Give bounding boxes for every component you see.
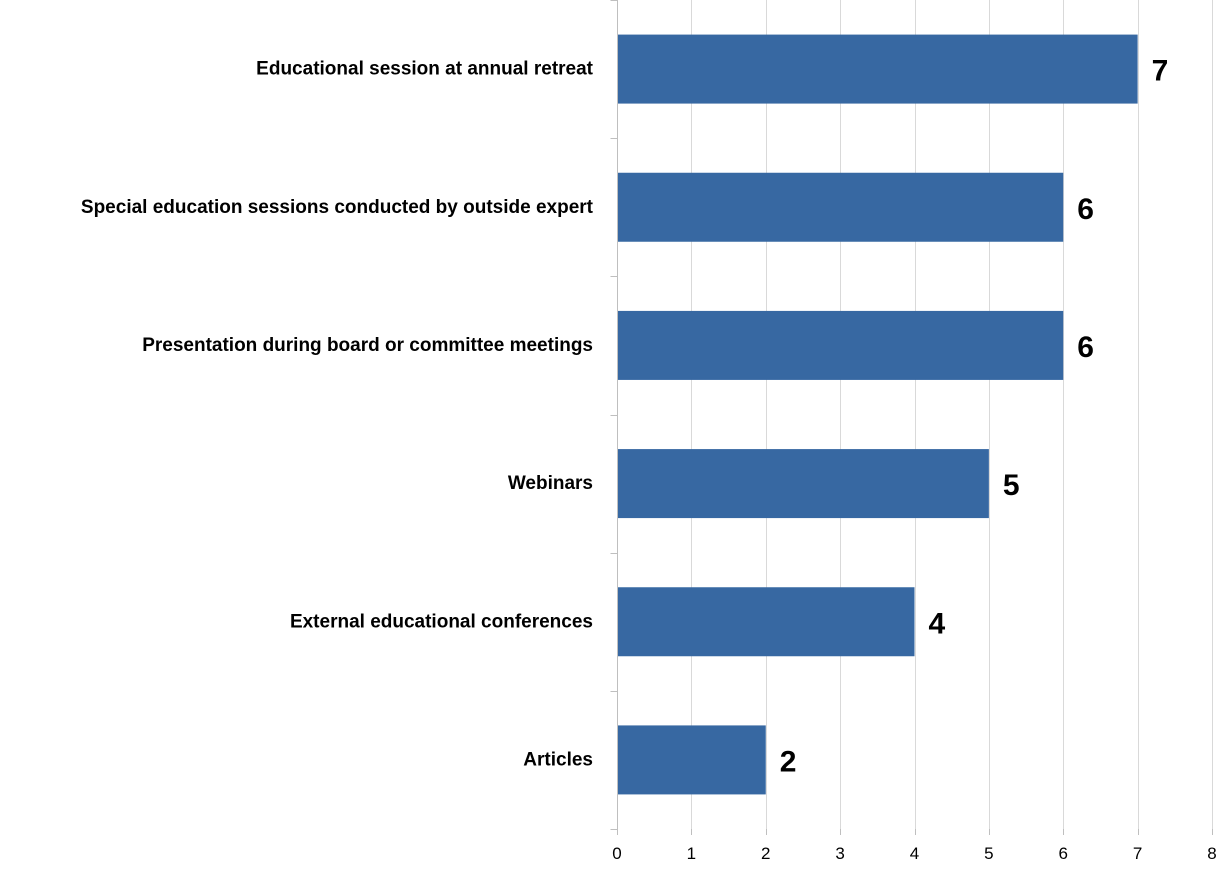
x-tick-label: 0 [612,844,621,863]
x-tick-label: 4 [910,844,919,863]
labels: Educational session at annual retreat 7 Sp… [81,55,1217,863]
data-label: 6 [1077,193,1094,226]
x-tick-label: 5 [984,844,993,863]
data-label: 4 [929,607,946,640]
category-label: External educational conferences [290,611,593,632]
x-tick-label: 1 [687,844,696,863]
category-label: Articles [523,749,593,770]
gridlines [617,0,1213,829]
data-label: 7 [1152,55,1169,88]
x-tick-label: 6 [1059,844,1068,863]
axes [610,0,1213,835]
x-tick-label: 8 [1207,844,1216,863]
bar-4 [618,587,915,657]
category-label: Webinars [508,473,593,494]
data-label: 2 [780,745,797,778]
category-label: Presentation during board or committee m… [142,335,593,356]
bar-3 [618,449,989,519]
category-label: Educational session at annual retreat [256,59,593,80]
bar-5 [618,725,766,795]
bars [618,34,1138,795]
x-tick-label: 7 [1133,844,1142,863]
data-label: 5 [1003,469,1020,502]
bar-2 [618,310,1064,380]
data-label: 6 [1077,331,1094,364]
bar-0 [618,34,1138,104]
x-tick-label: 3 [835,844,844,863]
x-tick-label: 2 [761,844,770,863]
bar-1 [618,172,1064,242]
category-label: Special education sessions conducted by … [81,197,594,218]
